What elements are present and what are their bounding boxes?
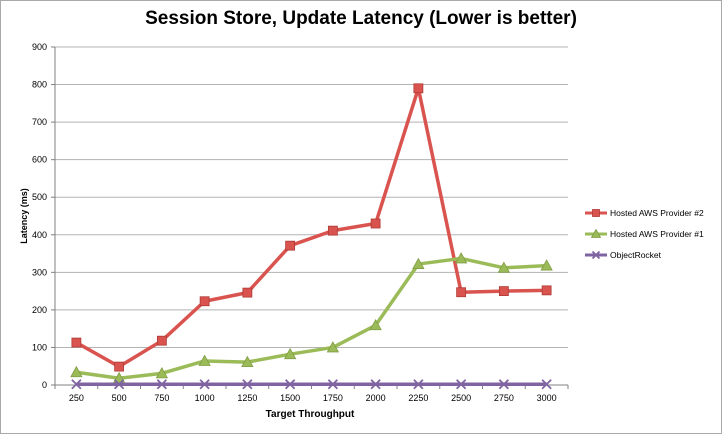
data-point: [591, 250, 601, 260]
legend-item: Hosted AWS Provider #2: [585, 208, 704, 218]
x-tick-label: 1000: [195, 393, 215, 403]
data-point: [541, 379, 552, 390]
y-tick-label: 0: [42, 380, 47, 390]
x-tick-label: 1750: [323, 393, 343, 403]
data-point: [369, 318, 382, 331]
y-tick-label: 700: [32, 117, 47, 127]
data-point-stroke: [455, 379, 467, 390]
legend-label: ObjectRocket: [610, 250, 662, 260]
data-point-stroke: [327, 379, 339, 390]
data-point-stroke: [498, 379, 510, 390]
x-tick-label: 2000: [366, 393, 386, 403]
data-point: [113, 379, 125, 390]
data-point: [456, 287, 467, 298]
x-tick-label: 3000: [537, 393, 557, 403]
data-point: [114, 361, 125, 372]
series: [70, 83, 553, 390]
data-point-stroke: [199, 379, 210, 390]
x-tick-label: 1500: [280, 393, 300, 403]
data-point: [199, 296, 210, 307]
y-tick-label: 600: [32, 155, 47, 165]
data-point-stroke: [242, 379, 253, 390]
data-point-stroke: [370, 379, 381, 390]
data-point: [242, 379, 253, 390]
data-point: [590, 228, 602, 238]
series-group: [71, 83, 552, 372]
chart-title: Session Store, Update Latency (Lower is …: [145, 8, 577, 29]
data-point: [285, 240, 296, 251]
legend-label: Hosted AWS Provider #2: [610, 208, 704, 218]
x-tick-label: 2500: [451, 393, 471, 403]
x-tick-label: 500: [112, 393, 127, 403]
y-tick-label: 200: [32, 305, 47, 315]
x-tick-label: 250: [69, 393, 84, 403]
data-point-stroke: [413, 379, 424, 390]
data-point: [284, 379, 296, 390]
data-point: [454, 252, 468, 264]
data-point: [498, 286, 509, 297]
series-group: [71, 379, 552, 390]
x-tick-label: 2750: [494, 393, 514, 403]
data-point: [592, 209, 600, 217]
data-point: [71, 337, 82, 348]
data-point: [413, 83, 424, 94]
y-tick-label: 400: [32, 230, 47, 240]
axes: 0 100 200 300 400 500 600 700 800 900 250 500 750 100…: [32, 42, 569, 403]
data-point-stroke: [71, 379, 82, 390]
data-point: [326, 341, 340, 353]
legend-item: Hosted AWS Provider #1: [585, 228, 704, 239]
data-point: [327, 225, 338, 236]
data-point: [156, 379, 168, 390]
data-point: [241, 355, 254, 367]
data-point-stroke: [113, 379, 125, 390]
x-axis-label: Target Throughput: [266, 409, 355, 420]
data-point: [199, 379, 210, 390]
legend: Hosted AWS Provider #2 Hosted AWS Provide…: [585, 208, 704, 260]
data-point-stroke: [591, 250, 601, 260]
gridlines: [55, 46, 568, 348]
data-point: [156, 335, 167, 346]
data-point: [455, 379, 467, 390]
data-point-stroke: [284, 379, 296, 390]
series-line: [76, 256, 547, 380]
data-point: [370, 379, 381, 390]
data-point: [71, 379, 82, 390]
data-point-stroke: [541, 379, 552, 390]
data-point: [498, 379, 510, 390]
data-point: [370, 218, 381, 229]
data-point: [412, 257, 425, 269]
y-tick-label: 800: [32, 80, 47, 90]
data-point: [70, 365, 83, 378]
data-point-stroke: [156, 379, 168, 390]
y-tick-label: 100: [32, 342, 47, 352]
x-tick-label: 1250: [237, 393, 257, 403]
series-line: [75, 86, 547, 369]
legend-item: ObjectRocket: [585, 250, 662, 260]
data-point: [327, 379, 339, 390]
data-point: [198, 354, 211, 366]
y-tick-label: 500: [32, 192, 47, 202]
legend-label: Hosted AWS Provider #1: [610, 229, 704, 239]
x-tick-label: 2250: [408, 393, 428, 403]
data-point: [413, 379, 424, 390]
y-axis-label: Latency (ms): [19, 188, 29, 244]
data-point: [541, 285, 552, 296]
data-point: [242, 287, 253, 298]
data-point: [155, 367, 169, 379]
data-point: [540, 259, 553, 271]
x-tick-label: 750: [154, 393, 169, 403]
y-tick-label: 900: [32, 42, 47, 52]
y-tick-label: 300: [32, 267, 47, 277]
data-point: [283, 347, 297, 360]
data-point: [497, 261, 511, 273]
